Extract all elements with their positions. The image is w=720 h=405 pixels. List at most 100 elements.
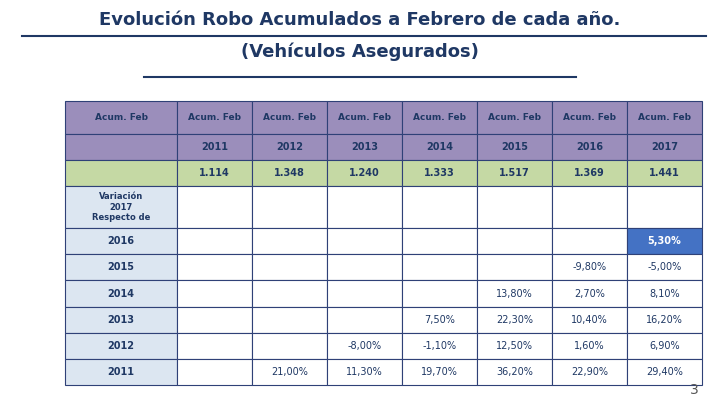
Bar <box>477 160 552 186</box>
Bar <box>402 281 477 307</box>
Bar <box>177 160 252 186</box>
Bar <box>627 101 702 134</box>
Text: 2014: 2014 <box>426 142 453 152</box>
Bar <box>327 333 402 359</box>
Text: 6,90%: 6,90% <box>649 341 680 351</box>
Bar <box>477 307 552 333</box>
Bar <box>327 186 402 228</box>
Text: 36,20%: 36,20% <box>496 367 533 377</box>
Bar <box>327 160 402 186</box>
Text: 11,30%: 11,30% <box>346 367 383 377</box>
Bar <box>252 228 327 254</box>
Text: Acum. Feb: Acum. Feb <box>488 113 541 122</box>
Text: 1.348: 1.348 <box>274 168 305 178</box>
Text: Acum. Feb: Acum. Feb <box>638 113 691 122</box>
Bar <box>627 281 702 307</box>
Bar <box>477 254 552 281</box>
Text: 5,30%: 5,30% <box>648 237 681 246</box>
Bar <box>627 254 702 281</box>
Bar <box>627 307 702 333</box>
Text: 2016: 2016 <box>576 142 603 152</box>
Bar <box>477 101 552 134</box>
Text: 1.517: 1.517 <box>499 168 530 178</box>
Text: 2015: 2015 <box>501 142 528 152</box>
Text: 12,50%: 12,50% <box>496 341 533 351</box>
Bar <box>65 359 177 385</box>
Bar <box>252 254 327 281</box>
Bar <box>252 186 327 228</box>
Text: 2017: 2017 <box>651 142 678 152</box>
Bar <box>402 101 477 134</box>
Text: 2013: 2013 <box>107 315 135 324</box>
Text: 2015: 2015 <box>107 262 135 273</box>
Bar <box>552 186 627 228</box>
Bar <box>252 101 327 134</box>
Text: 2013: 2013 <box>351 142 378 152</box>
Bar <box>327 281 402 307</box>
Text: 10,40%: 10,40% <box>571 315 608 324</box>
Bar <box>327 101 402 134</box>
Text: -5,00%: -5,00% <box>647 262 682 273</box>
Bar <box>177 281 252 307</box>
Bar <box>402 186 477 228</box>
Bar <box>402 228 477 254</box>
Text: Acum. Feb: Acum. Feb <box>188 113 241 122</box>
Bar <box>552 333 627 359</box>
Text: 2011: 2011 <box>201 142 228 152</box>
Text: Acum. Feb: Acum. Feb <box>338 113 391 122</box>
Bar <box>327 254 402 281</box>
Bar <box>65 281 177 307</box>
Bar <box>65 228 177 254</box>
Bar <box>477 281 552 307</box>
Bar <box>65 101 177 134</box>
Text: -1,10%: -1,10% <box>423 341 456 351</box>
Text: Acum. Feb: Acum. Feb <box>264 113 316 122</box>
Bar <box>627 333 702 359</box>
Text: 2014: 2014 <box>107 288 135 298</box>
Bar <box>177 228 252 254</box>
Text: 22,30%: 22,30% <box>496 315 533 324</box>
Bar <box>252 134 327 160</box>
Text: 22,90%: 22,90% <box>571 367 608 377</box>
Bar <box>552 160 627 186</box>
Bar <box>627 359 702 385</box>
Text: 1,60%: 1,60% <box>575 341 605 351</box>
Bar <box>177 186 252 228</box>
Text: 29,40%: 29,40% <box>646 367 683 377</box>
Text: 2012: 2012 <box>107 341 135 351</box>
Text: 3: 3 <box>690 383 698 397</box>
Bar <box>402 333 477 359</box>
Text: 8,10%: 8,10% <box>649 288 680 298</box>
Bar <box>177 333 252 359</box>
Bar <box>252 307 327 333</box>
Text: Acum. Feb: Acum. Feb <box>413 113 466 122</box>
Bar <box>402 254 477 281</box>
Bar <box>402 160 477 186</box>
Text: Evolución Robo Acumulados a Febrero de cada año.: Evolución Robo Acumulados a Febrero de c… <box>99 11 621 29</box>
Text: 16,20%: 16,20% <box>646 315 683 324</box>
Text: 2016: 2016 <box>107 237 135 246</box>
Text: 1.441: 1.441 <box>649 168 680 178</box>
Bar <box>65 160 177 186</box>
Bar <box>252 281 327 307</box>
Bar <box>65 186 177 228</box>
Bar <box>327 307 402 333</box>
Bar <box>552 134 627 160</box>
Bar <box>552 281 627 307</box>
Text: 1.114: 1.114 <box>199 168 230 178</box>
Bar <box>327 359 402 385</box>
Text: Acum. Feb: Acum. Feb <box>94 113 148 122</box>
Text: (Vehículos Asegurados): (Vehículos Asegurados) <box>241 43 479 61</box>
Text: 2,70%: 2,70% <box>574 288 605 298</box>
Text: -9,80%: -9,80% <box>572 262 607 273</box>
Text: -8,00%: -8,00% <box>348 341 382 351</box>
Text: 13,80%: 13,80% <box>496 288 533 298</box>
Text: 1.240: 1.240 <box>349 168 380 178</box>
Text: Acum. Feb: Acum. Feb <box>563 113 616 122</box>
Text: 7,50%: 7,50% <box>424 315 455 324</box>
Text: 1.369: 1.369 <box>574 168 605 178</box>
Bar <box>252 359 327 385</box>
Bar <box>402 359 477 385</box>
Bar <box>177 307 252 333</box>
Text: 21,00%: 21,00% <box>271 367 308 377</box>
